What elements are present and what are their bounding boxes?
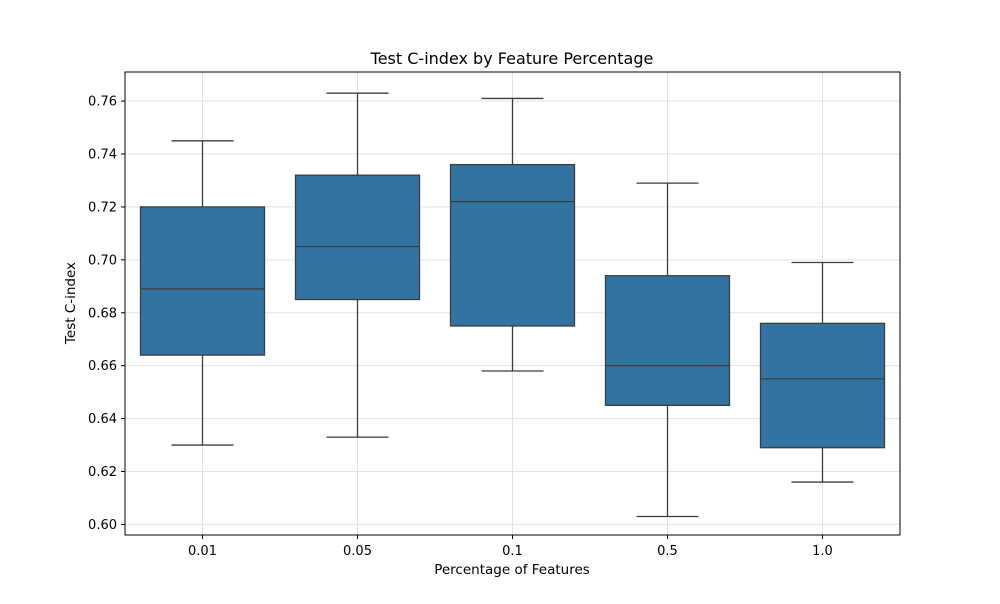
box-0.1	[449, 97, 576, 372]
box-0.01	[139, 140, 266, 446]
box-0.05	[294, 92, 421, 438]
box-0.5	[604, 182, 731, 518]
y-tick-label: 0.70	[88, 253, 117, 268]
x-tick-label: 0.5	[657, 544, 678, 559]
y-axis-label: Test C-index	[63, 262, 79, 345]
box-series	[139, 92, 886, 518]
y-tick-label: 0.72	[88, 200, 117, 215]
chart-title: Test C-index by Feature Percentage	[370, 49, 654, 68]
y-tick-label: 0.60	[88, 518, 117, 533]
x-axis-label: Percentage of Features	[434, 562, 590, 578]
y-tick-label: 0.74	[88, 148, 117, 163]
y-tick-label: 0.76	[88, 95, 117, 110]
x-tick-label: 0.05	[343, 544, 372, 559]
y-tick-label: 0.66	[88, 359, 117, 374]
x-tick-label: 0.01	[188, 544, 217, 559]
iqr-box	[604, 275, 731, 407]
x-tick-label: 1.0	[812, 544, 833, 559]
iqr-box	[449, 163, 576, 327]
axes: 0.60 0.62 0.64 0.66 0.68 0.70 0.72 0.74 0.76 0.01…	[88, 95, 833, 559]
x-tick-label: 0.1	[502, 544, 523, 559]
iqr-box	[139, 206, 266, 356]
y-tick-label: 0.64	[88, 412, 117, 427]
box-1.0	[759, 261, 886, 483]
y-tick-label: 0.68	[88, 306, 117, 321]
y-tick-label: 0.62	[88, 465, 117, 480]
iqr-box	[294, 174, 421, 301]
iqr-box	[759, 322, 886, 449]
